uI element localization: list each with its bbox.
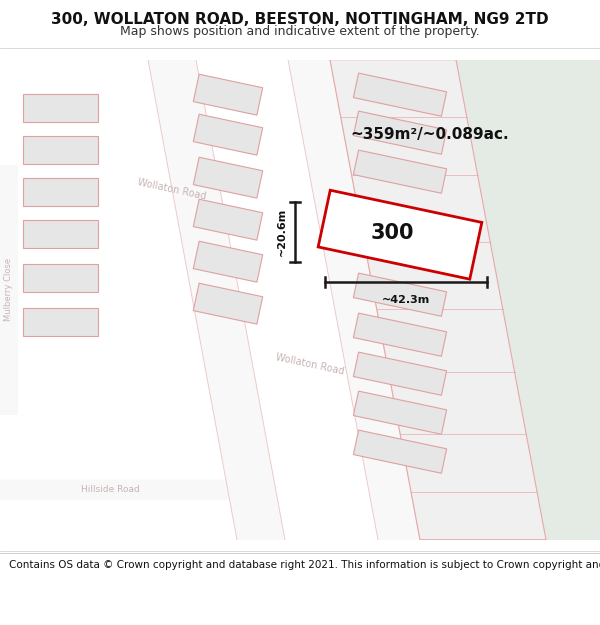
Polygon shape <box>0 164 18 415</box>
Polygon shape <box>193 241 263 282</box>
Polygon shape <box>0 480 270 500</box>
Text: 300: 300 <box>370 222 414 243</box>
Polygon shape <box>353 391 446 434</box>
Polygon shape <box>288 59 420 539</box>
Text: Wollaton Road: Wollaton Road <box>137 177 207 202</box>
Polygon shape <box>353 150 446 193</box>
Polygon shape <box>193 74 263 115</box>
Polygon shape <box>318 190 482 279</box>
Text: Map shows position and indicative extent of the property.: Map shows position and indicative extent… <box>120 24 480 38</box>
Polygon shape <box>193 158 263 198</box>
Text: ~42.3m: ~42.3m <box>382 294 430 304</box>
Text: Wollaton Road: Wollaton Road <box>275 352 345 377</box>
Polygon shape <box>148 59 285 539</box>
Polygon shape <box>353 430 446 473</box>
Polygon shape <box>353 352 446 395</box>
Polygon shape <box>23 136 97 164</box>
Polygon shape <box>330 59 546 539</box>
Polygon shape <box>23 94 97 122</box>
Polygon shape <box>353 111 446 154</box>
Polygon shape <box>353 313 446 356</box>
Polygon shape <box>193 199 263 240</box>
Text: Hillside Road: Hillside Road <box>80 485 139 494</box>
Polygon shape <box>23 264 97 292</box>
Polygon shape <box>353 73 446 116</box>
Polygon shape <box>455 59 600 539</box>
Text: ~359m²/~0.089ac.: ~359m²/~0.089ac. <box>350 127 509 142</box>
Polygon shape <box>23 308 97 336</box>
Text: Mulberry Close: Mulberry Close <box>4 258 14 321</box>
Polygon shape <box>193 283 263 324</box>
Polygon shape <box>353 273 446 316</box>
Polygon shape <box>23 177 97 206</box>
Text: ~20.6m: ~20.6m <box>277 208 287 256</box>
Text: 300, WOLLATON ROAD, BEESTON, NOTTINGHAM, NG9 2TD: 300, WOLLATON ROAD, BEESTON, NOTTINGHAM,… <box>51 12 549 27</box>
Polygon shape <box>193 114 263 155</box>
Polygon shape <box>23 219 97 248</box>
Text: Contains OS data © Crown copyright and database right 2021. This information is : Contains OS data © Crown copyright and d… <box>9 560 600 570</box>
